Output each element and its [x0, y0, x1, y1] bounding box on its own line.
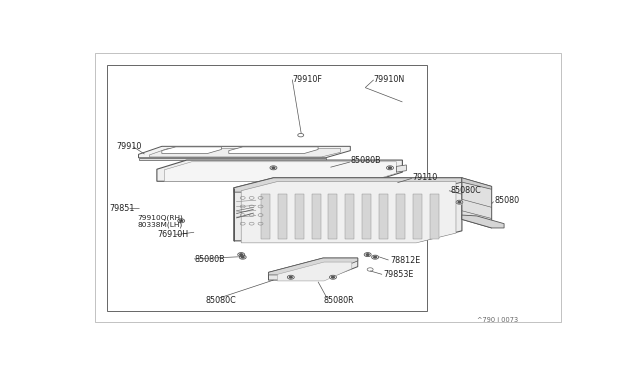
Circle shape [374, 256, 376, 258]
Text: 85080R: 85080R [323, 296, 354, 305]
Polygon shape [396, 165, 406, 172]
Polygon shape [164, 162, 396, 182]
Polygon shape [157, 160, 403, 181]
Polygon shape [346, 193, 355, 239]
Text: 79853E: 79853E [383, 270, 414, 279]
Text: 85080B: 85080B [194, 255, 225, 264]
Polygon shape [379, 193, 388, 239]
Circle shape [178, 219, 185, 223]
Polygon shape [413, 193, 422, 239]
Circle shape [387, 166, 394, 170]
Text: 80338M(LH): 80338M(LH) [137, 222, 182, 228]
Polygon shape [138, 146, 350, 158]
Circle shape [240, 254, 243, 256]
Circle shape [272, 167, 275, 169]
Polygon shape [278, 193, 287, 239]
Polygon shape [234, 178, 462, 241]
Polygon shape [429, 193, 438, 239]
Circle shape [287, 275, 294, 279]
Polygon shape [462, 215, 504, 228]
Text: 79851: 79851 [110, 204, 135, 213]
Circle shape [364, 253, 371, 257]
Text: 79910: 79910 [116, 142, 141, 151]
Polygon shape [261, 193, 270, 239]
Polygon shape [462, 178, 492, 228]
Polygon shape [328, 193, 337, 239]
Polygon shape [150, 148, 340, 157]
Polygon shape [277, 262, 352, 281]
Text: 78812E: 78812E [390, 256, 420, 265]
Text: 85080: 85080 [495, 196, 520, 205]
Circle shape [270, 166, 277, 170]
Circle shape [332, 276, 334, 278]
Polygon shape [362, 193, 371, 239]
Text: 85080C: 85080C [206, 296, 237, 305]
Circle shape [237, 253, 244, 257]
Polygon shape [312, 193, 321, 239]
Polygon shape [241, 182, 456, 243]
Circle shape [241, 256, 244, 258]
Circle shape [456, 200, 463, 204]
Polygon shape [462, 178, 492, 189]
Polygon shape [269, 258, 358, 280]
Circle shape [372, 255, 379, 259]
Circle shape [289, 276, 292, 278]
Text: 85080C: 85080C [450, 186, 481, 195]
Text: ^790 i 0073: ^790 i 0073 [477, 317, 518, 323]
Circle shape [330, 275, 337, 279]
Polygon shape [138, 158, 326, 160]
Circle shape [366, 254, 369, 256]
Polygon shape [162, 147, 221, 154]
Polygon shape [295, 193, 304, 239]
Polygon shape [234, 178, 462, 192]
Text: 79910N: 79910N [374, 76, 405, 84]
Text: 79110: 79110 [413, 173, 438, 182]
Circle shape [239, 255, 246, 259]
Polygon shape [396, 193, 405, 239]
Polygon shape [269, 258, 358, 275]
Circle shape [180, 220, 182, 222]
Text: 85080B: 85080B [351, 156, 381, 165]
Text: 76910H: 76910H [157, 230, 188, 239]
Bar [108, 65, 428, 311]
Circle shape [458, 201, 461, 203]
Polygon shape [229, 147, 318, 154]
Text: 79910Q(RH): 79910Q(RH) [137, 214, 183, 221]
Circle shape [388, 167, 392, 169]
Text: 79910F: 79910F [292, 75, 322, 84]
